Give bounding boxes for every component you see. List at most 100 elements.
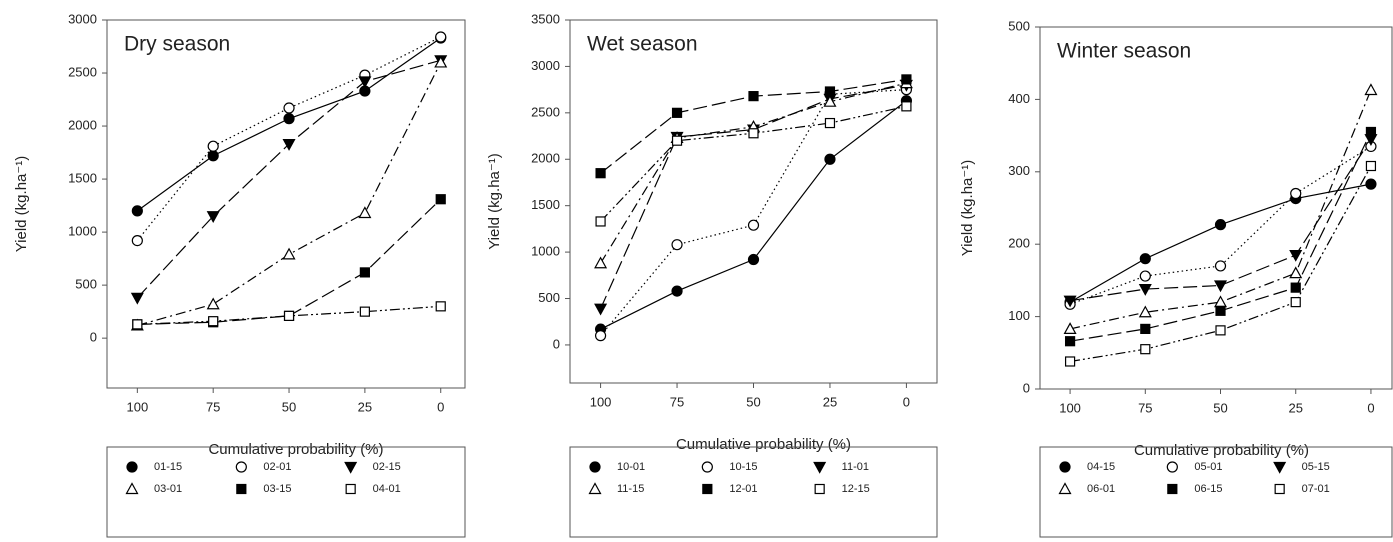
marker	[283, 310, 295, 321]
marker	[748, 91, 759, 102]
legend-item: 04-01	[345, 483, 401, 495]
marker	[1273, 461, 1287, 474]
legend-item: 12-01	[702, 483, 757, 495]
series-line	[600, 84, 907, 309]
series-line	[136, 59, 441, 299]
x-axis-label: Cumulative probability (%)	[1134, 442, 1309, 459]
legend-item: 05-01	[1166, 461, 1222, 473]
y-axis-label: Yield (kg.ha⁻¹)	[486, 153, 503, 250]
marker	[282, 247, 296, 260]
series-line	[137, 62, 442, 327]
marker	[594, 303, 608, 316]
y-tick-label: 2000	[68, 117, 97, 132]
legend-item: 07-01	[1274, 483, 1330, 495]
y-tick-label: 200	[1008, 236, 1030, 251]
marker	[282, 138, 296, 151]
marker	[435, 194, 446, 205]
marker	[702, 483, 713, 495]
marker	[1289, 249, 1303, 262]
marker	[1140, 323, 1151, 335]
x-tick-label: 25	[358, 399, 372, 414]
legend-label: 02-15	[373, 461, 401, 473]
marker	[207, 140, 219, 152]
x-tick-label: 50	[746, 394, 760, 409]
legend-box	[569, 446, 938, 538]
marker	[283, 102, 295, 114]
legend-label: 01-15	[154, 461, 182, 473]
marker	[901, 101, 912, 112]
marker	[206, 211, 220, 223]
marker	[813, 461, 827, 474]
marker	[1365, 178, 1377, 190]
panel-title: Dry season	[124, 33, 230, 56]
legend-label: 10-01	[617, 461, 645, 473]
marker	[130, 292, 144, 305]
marker	[824, 117, 836, 129]
marker	[671, 285, 683, 297]
legend-label: 06-01	[1087, 483, 1115, 495]
marker	[824, 86, 836, 97]
marker	[236, 483, 247, 495]
x-tick-label: 75	[1138, 400, 1152, 415]
x-axis-label: Cumulative probability (%)	[208, 441, 383, 458]
marker	[1290, 187, 1302, 200]
x-tick-label: 0	[903, 394, 910, 409]
legend-item: 12-15	[814, 483, 870, 495]
x-tick-label: 50	[282, 399, 296, 414]
series-line	[137, 198, 442, 325]
marker	[359, 267, 370, 278]
marker	[1139, 253, 1151, 265]
legend-item: 11-01	[813, 461, 869, 474]
marker	[701, 461, 713, 473]
legend-item: 05-15	[1273, 461, 1330, 474]
legend-item: 03-15	[236, 483, 291, 495]
x-tick-label: 0	[437, 399, 444, 414]
y-tick-label: 500	[1008, 18, 1030, 33]
x-tick-label: 0	[1367, 400, 1374, 415]
y-tick-label: 0	[553, 336, 560, 351]
marker	[595, 168, 606, 179]
legend-item: 03-01	[125, 482, 182, 495]
marker	[1214, 260, 1227, 272]
plot-frame	[1039, 26, 1393, 390]
marker	[1213, 280, 1228, 293]
marker	[1140, 344, 1151, 355]
x-tick-label: 50	[1213, 400, 1227, 415]
marker	[594, 330, 607, 342]
marker	[1214, 219, 1227, 231]
legend-item: 11-15	[588, 482, 644, 495]
marker	[671, 107, 683, 118]
marker	[344, 461, 358, 474]
marker	[1064, 356, 1076, 367]
x-tick-label: 100	[126, 399, 148, 414]
y-tick-label: 500	[75, 277, 97, 292]
marker	[434, 55, 448, 68]
marker	[1213, 295, 1228, 308]
marker	[132, 319, 143, 330]
y-tick-label: 1000	[531, 244, 560, 259]
y-tick-label: 0	[90, 330, 97, 345]
marker	[748, 128, 759, 139]
legend-label: 02-01	[263, 461, 291, 473]
y-tick-label: 3000	[531, 58, 560, 73]
y-tick-label: 3500	[531, 11, 560, 26]
marker	[1289, 266, 1303, 279]
x-tick-label: 100	[590, 394, 612, 409]
marker	[1290, 297, 1301, 308]
legend-label: 11-15	[617, 483, 644, 495]
marker	[1365, 160, 1377, 172]
marker	[823, 94, 837, 107]
legend-label: 12-01	[729, 483, 757, 495]
legend-item: 02-15	[344, 461, 401, 474]
marker	[126, 461, 138, 473]
legend-box	[106, 446, 466, 538]
y-tick-label: 1500	[68, 171, 97, 186]
marker	[1167, 483, 1178, 495]
legend-item: 02-01	[235, 461, 291, 473]
marker	[1290, 282, 1301, 293]
marker	[1215, 325, 1226, 336]
marker	[235, 461, 247, 473]
y-tick-label: 400	[1008, 91, 1030, 106]
marker	[131, 205, 143, 217]
